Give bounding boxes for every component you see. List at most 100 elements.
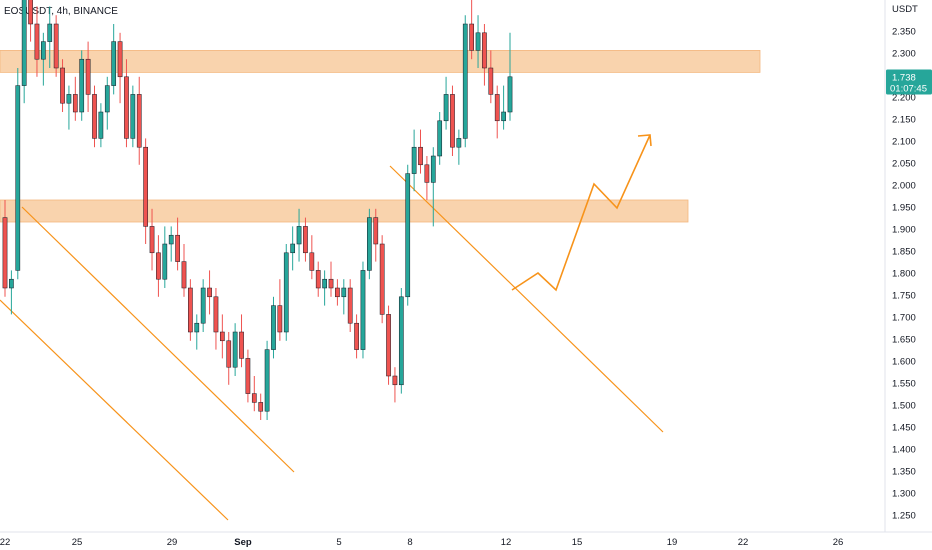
candle-body [200,287,206,324]
candle-body [437,120,443,157]
candle [66,85,72,130]
candle-body [2,217,8,289]
price-tick-label: 1.500 [892,401,916,412]
candle [360,261,366,359]
last-price-value: 1.738 [892,73,916,84]
candle [443,76,449,130]
time-tick-label: 19 [667,537,678,548]
time-tick-label: 25 [72,537,83,548]
candle [405,164,411,306]
candle [111,24,117,95]
candle [188,279,193,341]
candle [181,244,187,297]
candle [335,279,340,306]
candle-body [66,94,72,104]
candle [130,85,136,148]
candle-body [392,375,398,386]
candle-body [258,402,264,412]
candle [456,129,462,165]
candle-body [79,58,85,113]
time-tick-label: 22 [738,537,749,548]
candle [104,76,110,130]
candle-body [188,287,193,333]
candle-body [379,243,385,315]
price-tick-label: 2.350 [892,27,916,38]
candle [328,261,334,297]
candle [386,305,391,385]
zones-layer [0,50,761,223]
price-tick-label: 2.300 [892,49,916,60]
candle [341,279,347,315]
time-tick-label: 15 [572,537,583,548]
price-tick-label: 2.150 [892,115,916,126]
candle-body [162,243,168,280]
price-tick-label: 1.300 [892,489,916,500]
candle [488,50,494,104]
price-tick-label: 1.350 [892,467,916,478]
candle-body [450,94,455,148]
candle [136,76,142,165]
price-tick-label: 1.800 [892,269,916,280]
candle-body [21,0,27,86]
candle [53,15,59,77]
candle-body [251,393,257,403]
candle-body [347,287,353,324]
candle-body [430,155,436,183]
price-tick-label: 2.200 [892,93,916,104]
last-price-badge [886,69,932,95]
price-tick-label: 1.400 [892,445,916,456]
candle-body [398,296,404,386]
candle [501,85,506,130]
candle [264,340,270,420]
drawings-layer [0,134,664,521]
candle [194,314,200,350]
time-tick-label: Sep [234,537,252,548]
candle [296,208,302,262]
candle-body [424,164,430,183]
candle-body [72,94,78,113]
candle-body [111,41,117,86]
candle-body [328,278,334,289]
candle-body [194,322,200,333]
candle-body [411,146,417,174]
candle [354,314,359,359]
candle [60,59,65,112]
candle [398,288,404,394]
candle [309,235,315,280]
candle-body [15,85,21,271]
candle-body [9,278,14,289]
candle-body [264,349,270,412]
price-axis: USDT [0,0,932,533]
candle [303,217,308,262]
candle-body [181,261,187,289]
candle-body [456,138,462,148]
candle [251,376,257,412]
candle-body [277,305,283,333]
price-tick-label: 1.650 [892,335,916,346]
candle-body [117,41,123,78]
candle-body [149,226,155,254]
candle [47,6,53,68]
candle [207,270,212,315]
candle-body [239,331,244,359]
symbol-title: EOSUSDT, 4h, BINANCE [4,6,118,17]
channel-upper-line [21,206,295,473]
candle-body [104,85,110,113]
candle [322,270,327,306]
candle [469,0,474,60]
candle-body [85,58,91,95]
candle-body [245,358,251,394]
candle [219,314,225,359]
candle [168,226,174,262]
candle-body [60,67,65,104]
candle [290,226,296,271]
candle-body [168,234,174,245]
candle-body [386,314,391,377]
candle [226,332,232,385]
candle-body [354,322,359,350]
candle [79,50,85,121]
price-tick-label: 2.000 [892,181,916,192]
candle-body [303,226,308,254]
